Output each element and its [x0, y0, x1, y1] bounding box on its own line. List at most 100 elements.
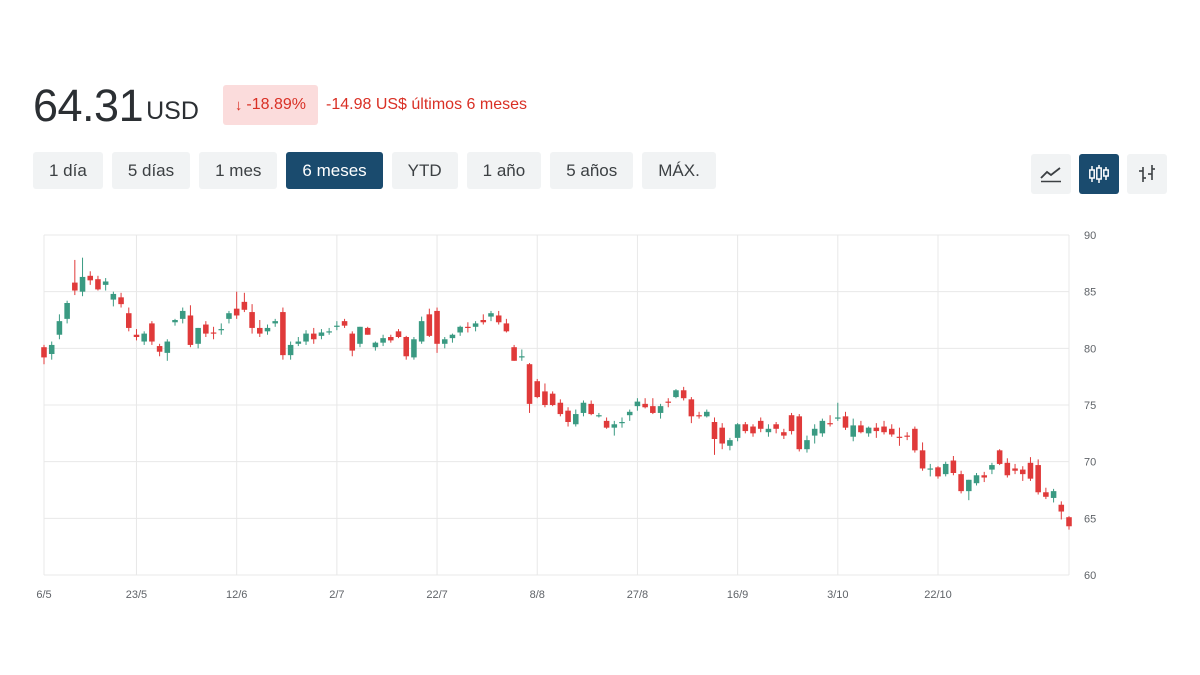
- candle-body: [64, 303, 70, 319]
- candle-body: [172, 320, 178, 323]
- candle-body: [257, 327, 263, 334]
- candle-body: [503, 323, 510, 332]
- arrow-down-icon: ↓: [234, 96, 243, 114]
- candle-body: [372, 342, 379, 348]
- change-summary: -14.98 US$ últimos 6 meses: [326, 96, 527, 113]
- candle-body: [673, 390, 679, 398]
- candle-body: [226, 313, 232, 319]
- candle-body: [996, 450, 1003, 464]
- candle-body: [719, 427, 725, 444]
- candle-body: [542, 391, 548, 405]
- x-tick-label: 22/10: [924, 589, 952, 601]
- candle-body: [426, 314, 433, 336]
- candle-body: [835, 417, 841, 419]
- y-tick-label: 80: [1084, 343, 1096, 355]
- candle-body: [1050, 491, 1057, 498]
- candle-body: [411, 339, 417, 358]
- candle-body: [958, 474, 964, 492]
- candle-body: [41, 347, 47, 358]
- candle-body: [765, 428, 772, 433]
- candle-body: [395, 331, 402, 337]
- x-tick-label: 8/8: [530, 589, 545, 601]
- ohlc-chart-button[interactable]: [1127, 154, 1167, 194]
- candle-body: [596, 415, 602, 417]
- candle-body: [1012, 468, 1018, 471]
- candle-body: [495, 315, 502, 323]
- candle-body: [95, 279, 101, 290]
- candle-body: [357, 326, 363, 344]
- candle-body: [842, 416, 849, 428]
- candle-body: [1019, 469, 1026, 475]
- candle-body: [704, 411, 710, 417]
- candle-body: [380, 338, 386, 343]
- currency-label: USD: [146, 96, 199, 125]
- candle-body: [388, 337, 394, 341]
- candle-body: [626, 411, 633, 416]
- candle-body: [865, 427, 872, 434]
- candle-body: [56, 321, 63, 335]
- candle-body: [634, 401, 641, 407]
- candle-body: [449, 334, 456, 339]
- candle-body: [665, 401, 672, 403]
- candle-body: [989, 465, 995, 470]
- candle-body: [858, 425, 864, 433]
- range-5y-button[interactable]: 5 años: [550, 152, 634, 189]
- candle-body: [295, 341, 302, 344]
- candle-body: [1058, 504, 1065, 512]
- candle-body: [650, 406, 656, 413]
- candle-body: [179, 310, 186, 319]
- candle-body: [942, 463, 949, 475]
- y-tick-label: 65: [1084, 513, 1096, 525]
- candle-body: [341, 321, 348, 326]
- candle-body: [480, 320, 487, 323]
- range-1m-button[interactable]: 1 mes: [199, 152, 278, 189]
- range-ytd-button[interactable]: YTD: [391, 152, 458, 189]
- candle-body: [287, 344, 294, 356]
- candle-body: [881, 426, 887, 433]
- candle-body: [572, 414, 579, 425]
- candle-body: [102, 281, 109, 285]
- line-chart-icon: [1040, 167, 1061, 183]
- candle-body: [364, 327, 371, 335]
- candle-body: [966, 479, 972, 492]
- candle-body: [48, 344, 55, 354]
- range-1d-button[interactable]: 1 día: [33, 152, 103, 189]
- candle-body: [87, 275, 94, 281]
- candle-body: [935, 467, 941, 477]
- ohlc-chart-icon: [1139, 165, 1155, 182]
- candle-body: [465, 326, 471, 328]
- y-tick-label: 85: [1084, 287, 1096, 299]
- candle-body: [418, 321, 425, 342]
- candle-body: [827, 423, 833, 425]
- range-5d-button[interactable]: 5 días: [111, 152, 191, 189]
- x-tick-label: 3/10: [827, 589, 848, 601]
- candle-body: [657, 406, 664, 413]
- candle-body: [534, 381, 541, 398]
- candlestick-chart-button[interactable]: [1079, 154, 1119, 194]
- candle-body: [233, 308, 240, 316]
- y-tick-label: 75: [1084, 400, 1096, 412]
- candle-body: [619, 422, 625, 424]
- range-1y-button[interactable]: 1 año: [466, 152, 542, 189]
- candle-body: [611, 424, 618, 428]
- x-tick-label: 22/7: [426, 589, 447, 601]
- candle-body: [156, 346, 163, 352]
- candle-body: [249, 312, 255, 328]
- candle-body: [434, 310, 440, 344]
- candle-body: [711, 422, 718, 439]
- range-max-button[interactable]: MÁX.: [642, 152, 716, 189]
- candle-body: [603, 420, 610, 428]
- candle-body: [781, 432, 787, 436]
- range-6m-button[interactable]: 6 meses: [286, 152, 383, 189]
- current-price: 64.31: [33, 79, 144, 131]
- candle-body: [788, 415, 795, 432]
- quote-header: 64.31 USD ↓ -18.89% -14.98 US$ últimos 6…: [33, 80, 527, 130]
- candle-body: [280, 312, 286, 356]
- candle-body: [318, 332, 325, 336]
- line-chart-button[interactable]: [1031, 154, 1071, 194]
- x-tick-label: 2/7: [329, 589, 344, 601]
- candle-body: [549, 393, 556, 405]
- candle-body: [773, 424, 779, 429]
- candle-body: [557, 402, 564, 415]
- candle-body: [850, 425, 856, 437]
